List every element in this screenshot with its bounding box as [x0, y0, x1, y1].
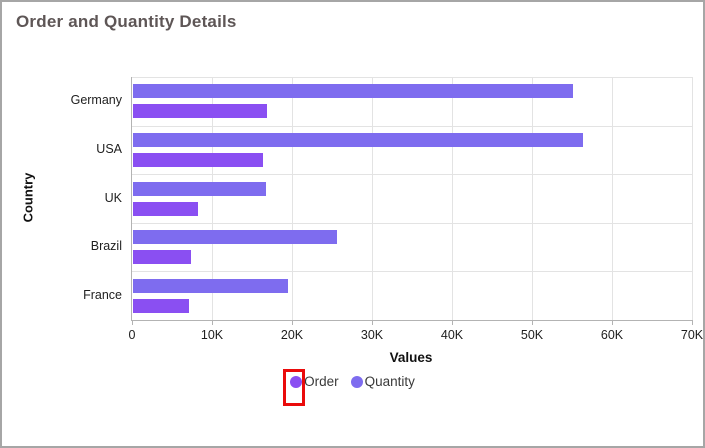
- category-separator: [132, 271, 692, 273]
- category-separator: [132, 174, 692, 176]
- x-tick-mark: [132, 320, 133, 325]
- bar-order-germany[interactable]: [133, 104, 268, 119]
- x-gridline: [372, 77, 373, 320]
- legend-label: Order: [304, 374, 339, 389]
- legend-label: Quantity: [364, 374, 415, 389]
- bar-order-usa[interactable]: [133, 152, 263, 167]
- x-gridline: [612, 77, 613, 320]
- plot-area: 0 10K 20K 30K 40K 50K 60K 70K: [129, 77, 703, 342]
- x-gridline: [532, 77, 533, 320]
- x-tick-mark: [612, 320, 613, 325]
- bar-order-uk[interactable]: [133, 201, 198, 216]
- legend-item-order[interactable]: Order: [283, 368, 339, 406]
- legend: Order Quantity: [2, 368, 703, 406]
- chart-title: Order and Quantity Details: [16, 12, 237, 31]
- bar-order-france[interactable]: [133, 298, 189, 313]
- category-separator: [132, 222, 692, 224]
- x-tick-label: 30K: [360, 328, 384, 342]
- x-gridline: [292, 77, 293, 320]
- plot-top-line: [132, 77, 692, 78]
- bar-quantity-france[interactable]: [133, 278, 289, 293]
- bar-quantity-brazil[interactable]: [133, 230, 337, 245]
- legend-marker-circle-quantity: [350, 375, 363, 388]
- category-label-usa: USA: [96, 141, 122, 156]
- category-label-brazil: Brazil: [90, 239, 122, 254]
- x-gridline: [452, 77, 453, 320]
- x-tick-label: 20K: [280, 328, 304, 342]
- x-tick-label: 70K: [680, 328, 704, 342]
- category-label-uk: UK: [104, 190, 122, 205]
- bar-order-brazil[interactable]: [133, 250, 191, 265]
- x-tick-mark: [292, 320, 293, 325]
- x-axis-title: Values: [389, 350, 433, 365]
- x-tick-label: 40K: [440, 328, 464, 342]
- x-tick-label: 50K: [520, 328, 544, 342]
- y-axis-title: Country: [20, 172, 36, 223]
- x-gridline: [692, 77, 693, 320]
- x-tick-mark: [452, 320, 453, 325]
- x-tick-mark: [372, 320, 373, 325]
- legend-item-quantity[interactable]: Quantity: [350, 374, 415, 389]
- bar-quantity-uk[interactable]: [133, 181, 266, 196]
- category-label-france: France: [83, 287, 122, 302]
- legend-marker-wrap: [350, 375, 363, 388]
- x-tick-mark: [692, 320, 693, 325]
- x-tick-label: 10K: [200, 328, 224, 342]
- x-gridline: [212, 77, 213, 320]
- x-tick-mark: [532, 320, 533, 325]
- bar-quantity-usa[interactable]: [133, 132, 583, 147]
- category-label-germany: Germany: [70, 93, 122, 108]
- x-tick-label: 0: [128, 328, 136, 342]
- bar-quantity-germany[interactable]: [133, 84, 573, 99]
- legend-marker-circle-order: [290, 375, 303, 388]
- x-tick-label: 60K: [600, 328, 624, 342]
- category-separator: [132, 125, 692, 127]
- legend-marker-wrap: [283, 368, 306, 406]
- x-tick-mark: [212, 320, 213, 325]
